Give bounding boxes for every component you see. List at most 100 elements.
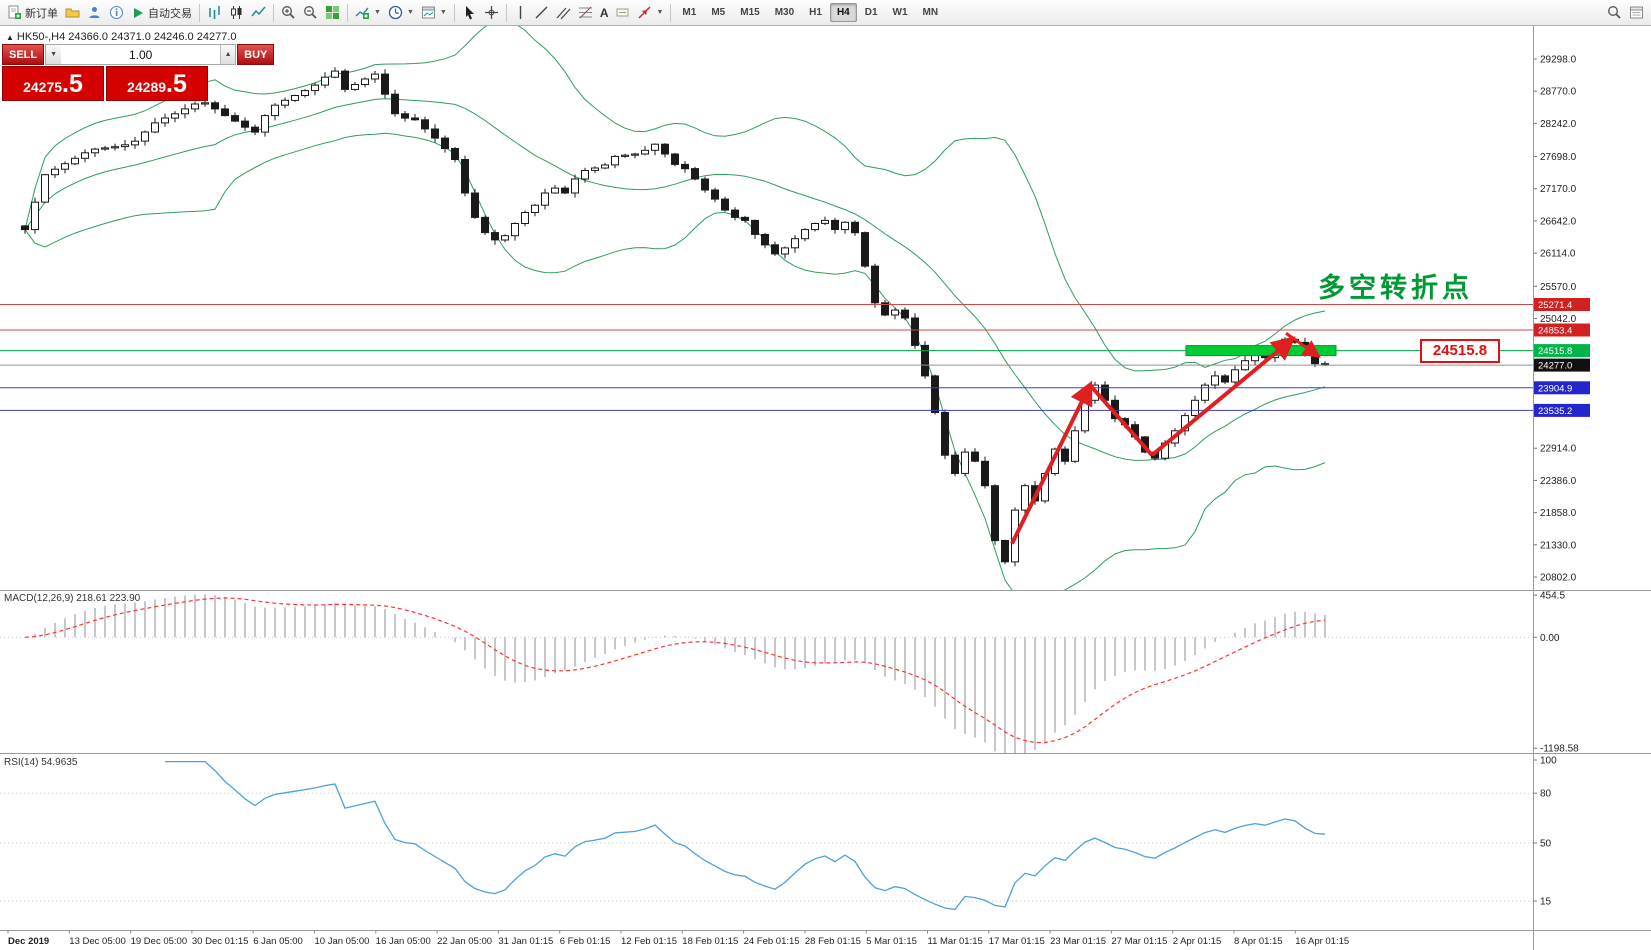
- tf-button-MN[interactable]: MN: [916, 3, 946, 22]
- volume-down-button[interactable]: ▼: [46, 45, 62, 64]
- svg-text:22386.0: 22386.0: [1540, 476, 1577, 487]
- line-chart-button[interactable]: [248, 2, 269, 24]
- buy-price-tile[interactable]: 24289 .5: [106, 66, 208, 101]
- fibonacci-icon: [578, 6, 592, 19]
- svg-text:50: 50: [1540, 839, 1552, 850]
- data-window-icon: [1630, 6, 1643, 19]
- sell-price-tile[interactable]: 24275 .5: [2, 66, 104, 101]
- cursor-icon: [465, 6, 474, 20]
- info-button[interactable]: [106, 2, 127, 24]
- toolbar: 新订单 自动交易: [0, 0, 1651, 26]
- autotrading-button[interactable]: 自动交易: [128, 2, 195, 24]
- toolbar-group-zoom: [278, 2, 343, 24]
- tf-button-M30[interactable]: M30: [768, 3, 801, 22]
- new-order-label: 新订单: [25, 7, 58, 20]
- market-watch-button[interactable]: [84, 2, 105, 24]
- turning-point-annotation[interactable]: 多空转折点: [1318, 273, 1473, 303]
- indicators-menu-button[interactable]: ▼: [352, 2, 384, 24]
- toolbar-separator: [505, 3, 507, 22]
- crosshair-icon: [484, 6, 498, 19]
- search-icon: [1608, 6, 1621, 19]
- volume-box: ▼ ▲: [45, 44, 237, 65]
- tile-windows-icon: [326, 6, 339, 19]
- cursor-button[interactable]: [459, 2, 480, 24]
- date-label: Dec 2019: [8, 936, 49, 947]
- autotrading-label: 自动交易: [148, 7, 192, 20]
- buy-price-frac: .5: [166, 70, 187, 98]
- vertical-line-button[interactable]: [511, 2, 530, 24]
- tile-windows-button[interactable]: [322, 2, 343, 24]
- sell-button[interactable]: SELL: [2, 44, 45, 65]
- tf-button-D1[interactable]: D1: [858, 3, 885, 22]
- play-icon: [134, 7, 143, 18]
- tf-button-M1[interactable]: M1: [675, 3, 703, 22]
- new-order-button[interactable]: 新订单: [4, 2, 61, 24]
- svg-text:-1198.58: -1198.58: [1540, 744, 1579, 755]
- template-icon: [421, 6, 435, 19]
- arrow-object-icon: [638, 6, 652, 19]
- sell-price-main: 24275: [23, 79, 63, 95]
- text-button[interactable]: A: [597, 2, 612, 24]
- volume-up-button[interactable]: ▲: [220, 45, 236, 64]
- date-axis[interactable]: Dec 2019 13 Dec 05:00 19 Dec 05:00 30 Dec 0…: [7, 930, 1349, 948]
- date-label: 27 Mar 01:15: [1111, 936, 1167, 947]
- date-label: 6 Jan 05:00: [253, 936, 303, 947]
- vertical-line-icon: [519, 6, 522, 19]
- fibonacci-button[interactable]: [575, 2, 596, 24]
- channel-button[interactable]: [553, 2, 574, 24]
- axis-price-label: [1534, 298, 1590, 311]
- data-window-button[interactable]: [1626, 2, 1647, 24]
- templates-menu-button[interactable]: ▼: [418, 2, 450, 24]
- date-label: 23 Mar 01:15: [1050, 936, 1106, 947]
- search-button[interactable]: [1604, 2, 1625, 24]
- y-axis-ticks: 29298.0 28770.0 28242.0 27698.0 27170.0 26642…: [1533, 55, 1590, 584]
- crosshair-button[interactable]: [481, 2, 502, 24]
- tf-button-M15[interactable]: M15: [733, 3, 766, 22]
- date-label: 31 Jan 01:15: [498, 936, 553, 947]
- zoom-in-icon: [282, 6, 295, 19]
- candlestick-chart-button[interactable]: [226, 2, 247, 24]
- date-label: 22 Jan 05:00: [437, 936, 492, 947]
- zoom-out-button[interactable]: [300, 2, 321, 24]
- buy-price-main: 24289: [127, 79, 167, 95]
- svg-text:28242.0: 28242.0: [1540, 119, 1577, 130]
- bar-chart-button[interactable]: [204, 2, 225, 24]
- buy-button[interactable]: BUY: [237, 44, 275, 65]
- tf-button-H4[interactable]: H4: [829, 3, 857, 22]
- text-label-button[interactable]: [612, 2, 633, 24]
- toolbar-group-chart-type: [204, 2, 269, 24]
- highlight-box[interactable]: [1185, 345, 1337, 357]
- date-label: 18 Feb 01:15: [682, 936, 738, 947]
- profiles-button[interactable]: [62, 2, 83, 24]
- date-label: 17 Mar 01:15: [989, 936, 1045, 947]
- date-label: 11 Mar 01:15: [928, 936, 983, 947]
- toolbar-group-right: [1604, 2, 1647, 24]
- chevron-down-icon: ▼: [406, 9, 414, 16]
- trendline-button[interactable]: [531, 2, 552, 24]
- svg-text:22914.0: 22914.0: [1540, 444, 1577, 455]
- tf-button-M5[interactable]: M5: [704, 3, 732, 22]
- date-label: 6 Feb 01:15: [560, 936, 611, 947]
- arrows-menu-button[interactable]: ▼: [634, 2, 666, 24]
- add-indicator-icon: [355, 7, 369, 19]
- one-click-trading-widget: SELL ▼ ▲ BUY 24275 .5 24289 .5: [2, 44, 275, 101]
- toolbar-separator: [347, 3, 348, 22]
- svg-text:15: 15: [1540, 897, 1552, 908]
- date-label: 16 Apr 01:15: [1295, 936, 1349, 947]
- trend-arrows[interactable]: [1010, 332, 1321, 545]
- tf-button-W1[interactable]: W1: [886, 3, 915, 22]
- volume-input[interactable]: [61, 45, 221, 64]
- price-callout[interactable]: 24515.8: [1420, 339, 1500, 363]
- rsi-indicator: [0, 760, 1533, 911]
- label-icon: [616, 8, 629, 17]
- tf-button-H1[interactable]: H1: [802, 3, 829, 22]
- bollinger-bands: [24, 26, 1326, 590]
- toolbar-separator: [199, 3, 200, 22]
- toolbar-separator: [670, 3, 672, 22]
- chevron-down-icon: ▼: [439, 9, 447, 16]
- zoom-in-button[interactable]: [278, 2, 299, 24]
- toolbar-separator: [453, 3, 455, 22]
- periods-menu-button[interactable]: ▼: [385, 2, 417, 24]
- date-label: 19 Dec 05:00: [131, 936, 188, 947]
